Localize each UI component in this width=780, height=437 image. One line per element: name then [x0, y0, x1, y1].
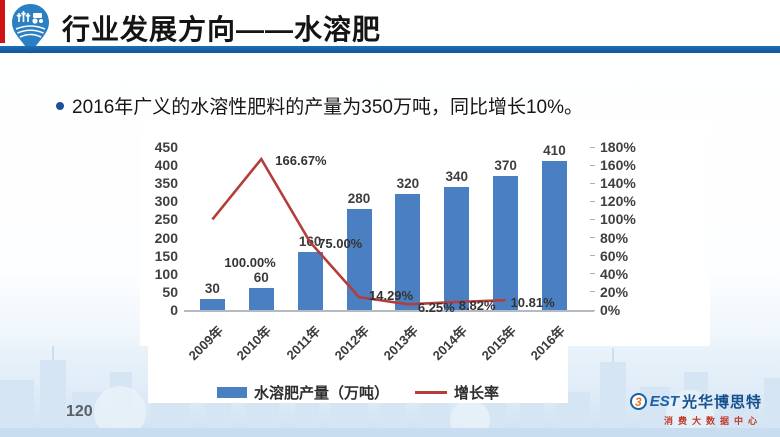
left-axis-tick: 150 [154, 247, 178, 264]
right-axis-tick: 180% [600, 139, 636, 155]
left-axis-tick: 300 [154, 193, 178, 210]
growth-rate-label: 6.25% [417, 300, 455, 316]
left-axis-tick: 0 [170, 302, 178, 318]
bar-2015年 [493, 175, 519, 310]
red-corner-accent [0, 0, 5, 43]
brand-est-text: EST [649, 393, 679, 410]
growth-rate-label: 166.67% [275, 153, 327, 169]
bar-2013年 [395, 194, 421, 310]
bar-value-label: 410 [543, 143, 566, 159]
x-axis-line [184, 310, 594, 312]
left-axis-tick: 250 [154, 211, 178, 228]
line-series-swatch [415, 391, 447, 394]
bar-2014年 [444, 186, 470, 310]
bar-value-label: 30 [204, 281, 220, 297]
legend-item-growth: 增长率 [415, 382, 499, 403]
bar-value-label: 340 [445, 168, 468, 184]
right-axis-tickmark [590, 200, 595, 202]
bar-2009年 [199, 299, 225, 310]
left-axis-tick: 450 [154, 139, 178, 155]
right-axis-tickmark [590, 146, 595, 148]
page-title: 行业发展方向——水溶肥 [62, 14, 382, 45]
right-axis-tickmark [590, 237, 595, 239]
bar-value-label: 320 [396, 176, 420, 192]
right-axis-tick: 60% [600, 247, 629, 264]
growth-rate-label: 100.00% [224, 255, 276, 271]
left-axis-tick: 50 [162, 283, 178, 300]
bar-value-label: 60 [253, 270, 269, 286]
legend-item-production: 水溶肥产量（万吨） [216, 382, 389, 403]
legend-label-production: 水溶肥产量（万吨） [253, 385, 389, 402]
header-divider [0, 46, 780, 53]
bar-2011年 [297, 252, 323, 310]
growth-rate-label: 14.29% [369, 288, 414, 304]
bullet-row: 2016年广义的水溶性肥料的产量为350万吨，同比增长10%。 [56, 92, 583, 119]
page-number: 120 [66, 403, 93, 420]
farm-pin-logo-icon [12, 4, 49, 57]
right-axis-tickmark [590, 164, 595, 166]
bar-2010年 [248, 288, 274, 310]
brand-logo: 3 EST 光华博思特 消费大数据中心 [629, 391, 762, 427]
left-axis-tick: 400 [154, 157, 178, 174]
left-axis-tick: 100 [154, 265, 178, 282]
legend-label-growth: 增长率 [454, 385, 500, 402]
brand-subtitle: 消费大数据中心 [663, 416, 762, 426]
right-axis-tick: 140% [600, 175, 636, 192]
right-axis-tickmark [590, 273, 595, 275]
right-axis-tickmark [590, 291, 595, 293]
right-axis-tickmark [590, 218, 595, 220]
right-axis-tickmark [590, 255, 595, 257]
bullet-icon [56, 101, 64, 110]
right-axis-tick: 100% [600, 211, 636, 228]
growth-rate-label: 75.00% [318, 236, 363, 252]
chart-legend: 水溶肥产量（万吨） 增长率 [148, 382, 568, 403]
bullet-text: 2016年广义的水溶性肥料的产量为350万吨，同比增长10%。 [72, 97, 583, 118]
bar-value-label: 370 [494, 157, 517, 173]
bar-value-label: 280 [347, 190, 371, 206]
right-axis-tick: 120% [600, 193, 636, 210]
bar-2016年 [541, 161, 567, 310]
bar-series-swatch [216, 387, 247, 398]
right-axis-tick: 160% [600, 157, 636, 174]
growth-rate-label: 8.82% [458, 298, 496, 313]
right-axis-tick: 40% [600, 265, 629, 282]
left-axis-tick: 350 [154, 175, 178, 192]
bar-2012年 [346, 208, 372, 310]
left-axis-tick: 200 [154, 229, 178, 246]
growth-rate-label: 10.81% [510, 295, 555, 311]
chart-background-panel [140, 116, 710, 346]
right-axis-tickmark [590, 182, 595, 184]
brand-circle-3-icon: 3 [629, 393, 647, 410]
right-axis-tick: 0% [600, 302, 621, 318]
brand-name-text: 光华博思特 [681, 394, 762, 411]
right-axis-tick: 20% [600, 283, 629, 300]
right-axis-tick: 80% [600, 229, 629, 246]
